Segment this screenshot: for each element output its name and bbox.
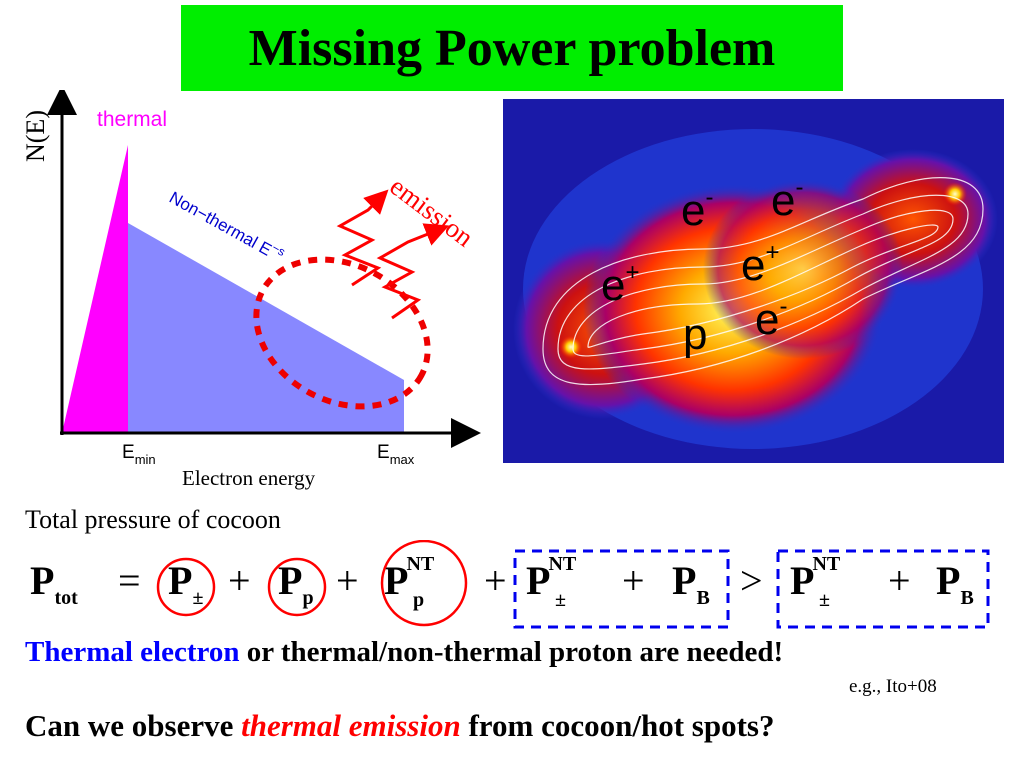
thermal-region bbox=[62, 145, 128, 433]
thermal-label: thermal bbox=[97, 108, 167, 131]
question-before: Can we observe bbox=[25, 708, 242, 743]
spectrum-graph: N(E) thermal Non−thermal E−s emission Em… bbox=[21, 90, 481, 490]
eq-p-pm-nt-sub: ± bbox=[555, 589, 566, 611]
emax-label: Emax bbox=[377, 442, 415, 467]
circle-p-pm bbox=[156, 557, 216, 617]
pressure-equation: Ptot = P± + Pp + PNT p + PNT ± + PB > PN… bbox=[30, 540, 990, 629]
thermal-emission-emph: thermal emission bbox=[241, 708, 461, 743]
eq-p-p-nt-sub: p bbox=[413, 589, 424, 611]
thermal-electron-highlight: Thermal electron bbox=[25, 636, 240, 668]
eq-p-tot: Ptot bbox=[30, 558, 78, 609]
eq-p-b-1: PB bbox=[672, 558, 710, 609]
needed-statement: Thermal electron or thermal/non-thermal … bbox=[25, 636, 783, 669]
eq-plus-4: + bbox=[622, 558, 645, 603]
nonthermal-region bbox=[128, 223, 404, 433]
radio-galaxy-image: e- e- e+ e+ e- p bbox=[503, 99, 1004, 463]
title-banner: Missing Power problem bbox=[181, 5, 843, 91]
dashed-box-2 bbox=[776, 549, 990, 629]
emission-wave-2 bbox=[376, 223, 450, 320]
label-e-plus-2: e+ bbox=[601, 259, 640, 310]
eq-plus-3: + bbox=[484, 558, 507, 603]
eq-p-p: Pp bbox=[278, 558, 314, 609]
circle-p-p-nt bbox=[380, 540, 468, 627]
eq-equals: = bbox=[118, 558, 141, 603]
eq-plus-1: + bbox=[228, 558, 251, 603]
emission-wave-1 bbox=[336, 189, 389, 287]
statement-rest: or thermal/non-thermal proton are needed… bbox=[239, 636, 784, 668]
label-e-minus-3: e- bbox=[755, 293, 787, 344]
eq-greater: > bbox=[740, 558, 763, 603]
label-proton: p bbox=[683, 310, 707, 359]
label-e-plus-1: e+ bbox=[741, 239, 780, 290]
page-title: Missing Power problem bbox=[248, 19, 776, 77]
eq-p-pm-nt: PNT bbox=[526, 553, 577, 603]
eq-p-pm: P± bbox=[168, 558, 203, 609]
emission-label: emission bbox=[384, 171, 479, 253]
eq-p-p-nt: PNT bbox=[384, 553, 435, 603]
y-axis-label: N(E) bbox=[21, 110, 50, 162]
label-e-minus-1: e- bbox=[681, 184, 713, 235]
emin-label: Emin bbox=[122, 442, 156, 467]
eq-plus-5: + bbox=[888, 558, 911, 603]
x-axis-label: Electron energy bbox=[182, 466, 316, 490]
total-pressure-label: Total pressure of cocoon bbox=[25, 505, 281, 534]
eq-p-b-2: PB bbox=[936, 558, 974, 609]
eq-plus-2: + bbox=[336, 558, 359, 603]
reference: e.g., Ito+08 bbox=[849, 676, 937, 697]
question: Can we observe thermal emission from coc… bbox=[25, 708, 774, 744]
dashed-box-1 bbox=[513, 549, 730, 629]
question-after: from cocoon/hot spots? bbox=[460, 708, 775, 743]
eq-p-pm-nt-2: PNT bbox=[790, 553, 841, 603]
highlight-ellipse bbox=[253, 256, 431, 410]
circle-p-p bbox=[267, 557, 327, 617]
nonthermal-label: Non−thermal E−s bbox=[166, 185, 288, 266]
label-e-minus-2: e- bbox=[771, 174, 803, 225]
eq-p-pm-nt-2-sub: ± bbox=[819, 589, 830, 611]
